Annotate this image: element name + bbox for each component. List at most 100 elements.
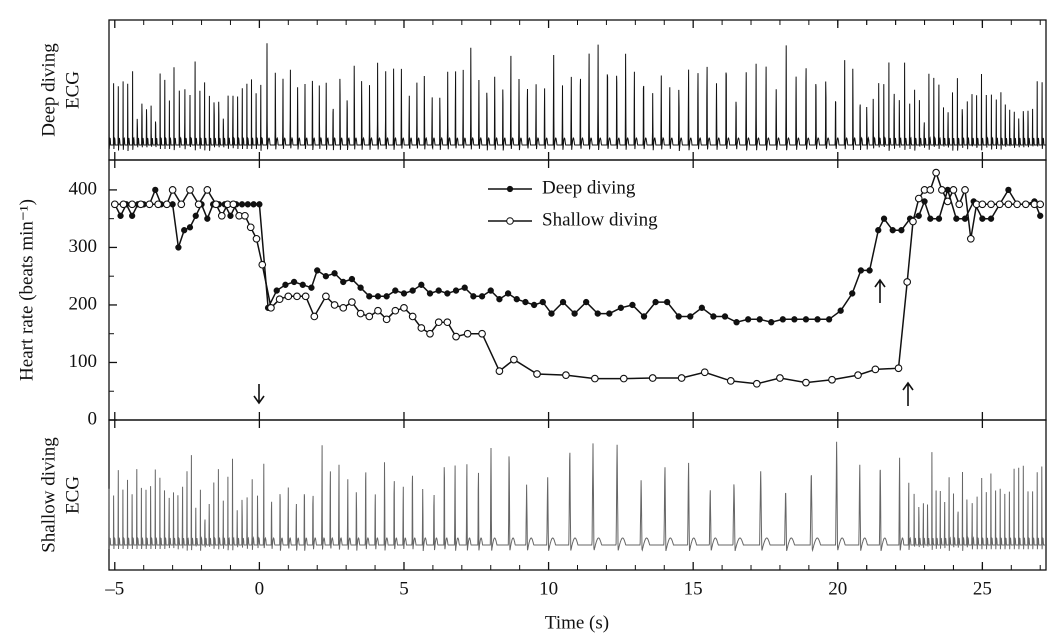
hr-point [944, 186, 951, 194]
arrow-down [253, 384, 265, 405]
hr-point [979, 215, 986, 222]
hr-point [169, 201, 176, 208]
hr-point [617, 304, 625, 311]
hr-point [539, 298, 546, 306]
hr-point [700, 368, 709, 377]
x-tick-label: 10 [539, 578, 558, 599]
hr-point [241, 211, 249, 220]
hr-point [267, 303, 275, 312]
hr-point [871, 365, 880, 374]
hr-point [802, 316, 810, 323]
hr-point [186, 224, 194, 231]
hr-point [246, 223, 255, 232]
hr-point [478, 329, 486, 338]
hr-point [217, 211, 226, 220]
bottom-panel [108, 419, 1047, 571]
hr-point [875, 227, 882, 234]
hr-point [444, 290, 451, 297]
hr-point [252, 234, 261, 243]
hr-point [382, 315, 391, 324]
hr-point [110, 200, 119, 209]
hr-point [357, 284, 364, 291]
hr-point [926, 186, 935, 194]
hr-point [677, 374, 686, 382]
hr-point [559, 298, 567, 306]
hr-point [152, 186, 159, 194]
hr-point [212, 200, 220, 209]
hr-point [284, 292, 293, 301]
y-tick-label: 300 [69, 236, 98, 257]
hr-point [1005, 186, 1012, 194]
y-axis-label: Heart rate (beats min⁻¹) [16, 199, 37, 381]
x-tick-label: 5 [399, 578, 409, 599]
hr-point [461, 284, 468, 291]
hr-point [322, 273, 330, 280]
hr-point [522, 298, 529, 306]
legend-label: Shallow diving [542, 209, 658, 230]
hr-point [513, 296, 520, 303]
hr-point [721, 313, 729, 320]
hr-point [128, 200, 136, 209]
hr-point [418, 281, 425, 288]
hr-point [136, 200, 145, 209]
hr-point [162, 200, 171, 209]
hr-point [510, 355, 518, 364]
hr-point [310, 312, 319, 321]
hr-point [365, 312, 374, 321]
hr-point [768, 319, 775, 326]
hr-point [548, 310, 555, 317]
y-tick-label: 100 [69, 351, 98, 372]
x-tick-label: 0 [255, 578, 265, 599]
hr-point [880, 215, 888, 222]
hr-point [932, 168, 940, 177]
top-panel-label: ECG [62, 71, 83, 109]
hr-point [776, 374, 784, 382]
hr-point [1036, 200, 1045, 209]
hr-point [177, 200, 186, 209]
hr-point [229, 200, 238, 209]
bottom-panel-label: ECG [62, 476, 83, 514]
hr-point [400, 303, 408, 312]
arrows [253, 278, 914, 406]
hr-point [145, 200, 154, 209]
hr-point [756, 316, 763, 323]
hr-point [181, 227, 188, 234]
hr-point [348, 298, 356, 306]
hr-point [470, 293, 477, 300]
hr-point [282, 281, 289, 288]
hr-point [339, 303, 348, 312]
hr-point [648, 374, 657, 382]
hr-point [478, 293, 486, 300]
hr-point [426, 329, 434, 338]
hr-point [408, 312, 417, 321]
hr-point [314, 267, 321, 274]
hr-point [244, 201, 251, 208]
hr-point [935, 215, 943, 222]
ecg-trace [108, 441, 1046, 553]
hr-point [953, 215, 960, 222]
hr-point [698, 304, 706, 311]
hr-point [417, 324, 426, 332]
hr-point [154, 200, 163, 209]
hr-point [192, 212, 199, 219]
hr-point [828, 375, 836, 384]
hr-point [915, 212, 922, 219]
hr-point [256, 201, 263, 208]
hr-point [927, 215, 934, 222]
hr-point [348, 275, 356, 283]
hr-point [966, 234, 975, 243]
hr-point [203, 186, 212, 194]
y-tick-label: 0 [88, 408, 98, 429]
x-tick-label: 15 [684, 578, 703, 599]
x-axis-label: Time (s) [545, 612, 609, 633]
hr-point [204, 215, 211, 222]
hr-point [814, 316, 821, 323]
hr-point [837, 307, 844, 314]
x-tick-label: 25 [973, 578, 992, 599]
hr-point [238, 201, 246, 208]
hr-point [168, 186, 177, 194]
hr-point [978, 200, 987, 209]
hr-point [943, 197, 952, 206]
hr-point [356, 309, 365, 318]
